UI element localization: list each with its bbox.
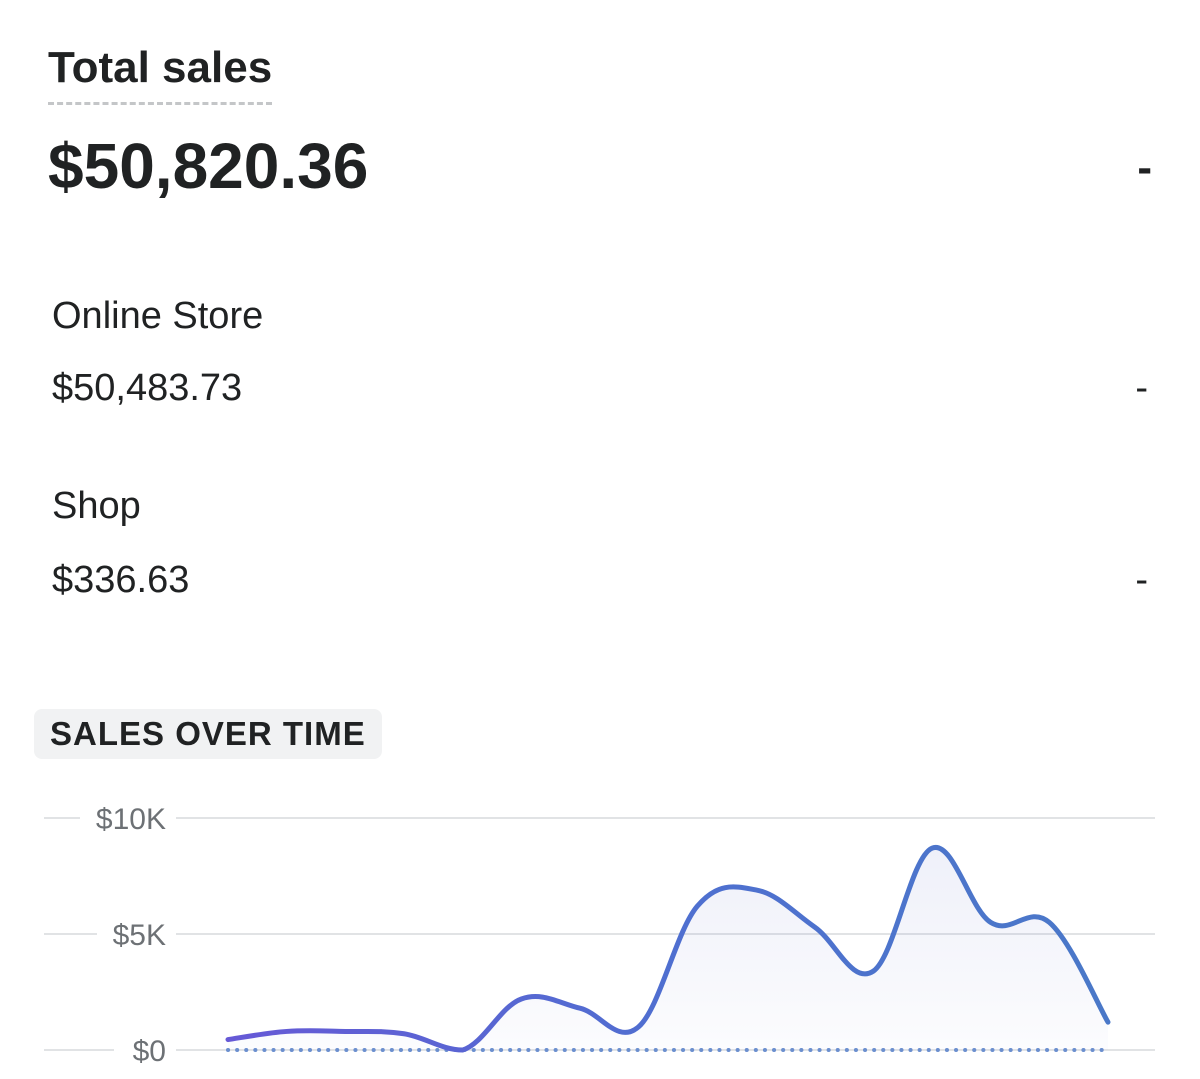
y-tick-label: $0 [133, 1035, 166, 1068]
total-sales-value: $50,820.36 [48, 130, 369, 202]
sales-data-point[interactable] [1043, 916, 1055, 928]
total-sales-change: - [1137, 143, 1152, 192]
chart-series [222, 842, 1114, 1056]
channel-shop-name: Shop [52, 485, 141, 527]
sales-over-time-chart: $0 $5K $10K [44, 803, 1155, 1068]
sales-data-point[interactable] [398, 1028, 410, 1040]
sales-data-point[interactable] [691, 900, 703, 912]
sales-area-fill [228, 847, 1108, 1050]
y-tick-label: $10K [96, 803, 166, 836]
sales-data-point[interactable] [222, 1034, 234, 1046]
sales-data-point[interactable] [515, 993, 527, 1005]
channel-shop-change: - [1135, 559, 1148, 601]
sales-data-point[interactable] [281, 1025, 293, 1037]
total-sales-title[interactable]: Total sales [48, 40, 273, 105]
sales-series-line[interactable] [225, 845, 1111, 1053]
channel-shop-value: $336.63 [52, 559, 190, 601]
channel-online-store-change: - [1135, 367, 1148, 409]
sales-over-time-heading: SALES OVER TIME [34, 709, 382, 759]
channel-online-store-name: Online Store [52, 295, 264, 337]
sales-data-point[interactable] [339, 1025, 351, 1037]
sales-data-point[interactable] [809, 921, 821, 933]
sales-data-point[interactable] [867, 965, 879, 977]
sales-data-point[interactable] [574, 1002, 586, 1014]
y-tick-label: $5K [113, 919, 166, 952]
sales-data-point[interactable] [926, 842, 938, 854]
sales-data-point[interactable] [633, 1021, 645, 1033]
chart-y-axis: $0 $5K $10K [96, 803, 166, 1068]
sales-data-point[interactable] [985, 916, 997, 928]
channel-online-store-value: $50,483.73 [52, 367, 243, 409]
sales-data-point[interactable] [457, 1044, 469, 1056]
sales-data-point[interactable] [750, 884, 762, 896]
sales-data-point[interactable] [1102, 1016, 1114, 1028]
